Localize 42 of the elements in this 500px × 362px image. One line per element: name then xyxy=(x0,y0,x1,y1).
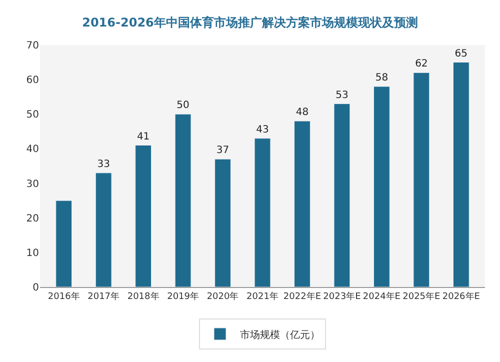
y-tick-label: 10 xyxy=(26,248,39,259)
bar xyxy=(254,138,271,287)
x-tick-label: 2021年 xyxy=(246,290,278,302)
data-label: 50 xyxy=(176,100,190,112)
y-tick-label: 40 xyxy=(26,144,39,156)
x-tick-label: 2016年 xyxy=(48,290,80,302)
data-label: 48 xyxy=(296,107,309,118)
data-label: 37 xyxy=(216,145,230,156)
bar xyxy=(374,86,390,287)
x-tick-label: 2018年 xyxy=(127,290,160,302)
bar xyxy=(334,104,350,287)
x-tick-label: 2024年E xyxy=(362,290,401,302)
x-tick-label: 2025年E xyxy=(402,290,441,302)
bar xyxy=(95,172,112,287)
y-tick-label: 20 xyxy=(26,213,39,224)
data-label: 58 xyxy=(375,72,388,84)
bar xyxy=(452,62,470,287)
x-tick-label: 2022年E xyxy=(283,290,322,302)
bar xyxy=(413,72,430,287)
bar xyxy=(214,158,231,287)
data-label: 53 xyxy=(336,90,348,101)
x-tick-label: 2026年E xyxy=(442,290,480,302)
chart-title: 2016-2026年中国体育市场推广解决方案市场规模现状及预测 xyxy=(82,16,418,30)
bar xyxy=(135,145,152,287)
x-tick-label: 2023年E xyxy=(323,290,362,302)
data-label: 41 xyxy=(136,131,150,142)
legend-label: 市场规模（亿元） xyxy=(240,328,320,341)
x-tick-label: 2020年 xyxy=(206,290,239,302)
y-tick-label: 70 xyxy=(26,40,39,52)
y-tick-label: 30 xyxy=(26,178,39,190)
x-tick-label: 2017年 xyxy=(88,290,120,302)
data-label: 43 xyxy=(256,124,269,136)
bar xyxy=(56,200,72,287)
y-tick-label: 60 xyxy=(26,75,39,86)
bar xyxy=(174,114,192,287)
x-tick-label: 2019年 xyxy=(167,290,199,302)
data-label: 65 xyxy=(454,48,468,60)
y-tick-label: 0 xyxy=(32,282,39,294)
bar xyxy=(294,120,310,287)
data-label: 33 xyxy=(97,158,110,170)
data-label: 62 xyxy=(415,58,428,70)
y-tick-label: 50 xyxy=(26,110,39,121)
